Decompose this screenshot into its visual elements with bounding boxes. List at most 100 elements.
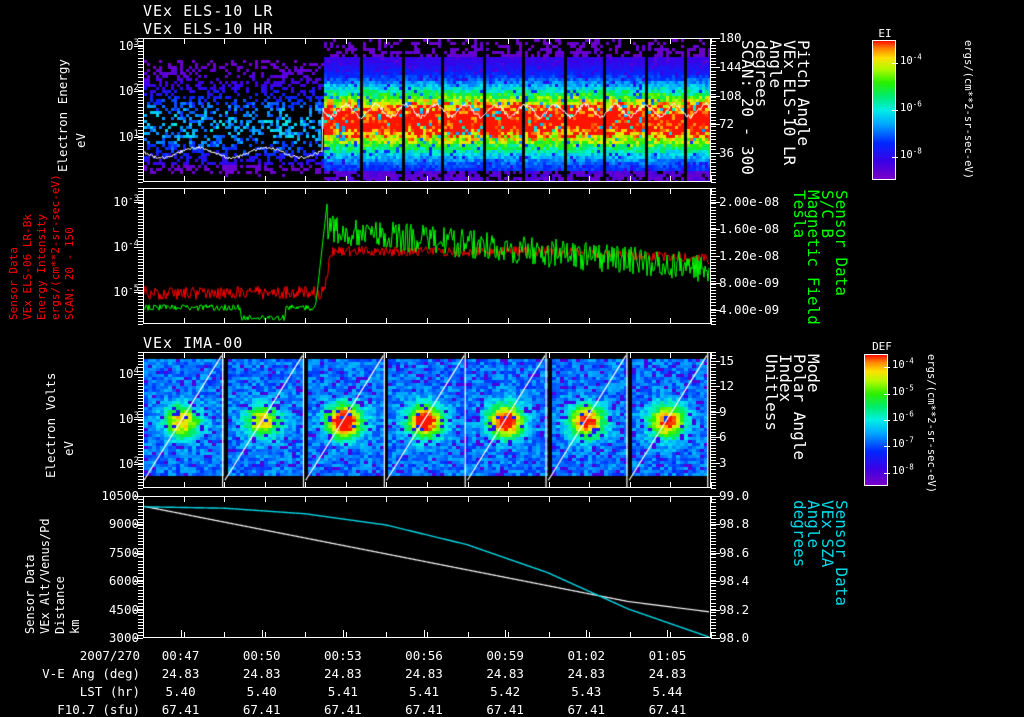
panel3-right-axis-line2: Polar Angle <box>789 354 809 460</box>
tick-major <box>711 581 720 583</box>
tick-minor <box>711 460 716 462</box>
tick-minor <box>711 222 716 223</box>
panel1-x-tick <box>345 176 347 182</box>
table-cell-lst-4: 5.42 <box>490 684 521 699</box>
tick-minor <box>711 182 716 183</box>
tick-minor <box>711 225 716 227</box>
panel4-x-tick <box>345 632 347 638</box>
tick-minor <box>711 293 716 295</box>
tick-minor <box>138 583 143 585</box>
tick-minor <box>711 488 716 489</box>
tick-minor <box>711 249 716 251</box>
p4-rticks-label-5: 98.0 <box>719 630 750 645</box>
tick-minor <box>138 628 143 630</box>
tick-minor <box>138 106 143 108</box>
panel2-x-tick <box>143 318 144 324</box>
panel4-x-tick <box>143 496 144 502</box>
tick-major <box>134 418 143 420</box>
panel2-x-tick <box>670 188 672 194</box>
p1-rticks-label-4: 36 <box>719 145 735 161</box>
panel1-x-tick <box>183 176 185 182</box>
cb3-ticks-label-1: 10-5 <box>892 383 914 398</box>
tick-minor <box>138 389 143 391</box>
tick-minor <box>711 352 716 353</box>
tick-minor <box>138 457 143 459</box>
panel4-x-tick <box>305 496 307 502</box>
tick-minor <box>138 305 143 307</box>
tick-minor <box>138 262 143 264</box>
tick-minor <box>138 57 143 59</box>
tick-minor <box>711 231 716 233</box>
tick-minor <box>711 515 716 517</box>
panel1-x-tick <box>386 176 388 182</box>
tick-minor <box>711 420 716 421</box>
panel2-x-tick <box>467 188 469 194</box>
tick-minor <box>711 142 716 144</box>
panel2-x-tick <box>467 318 469 324</box>
tick-minor <box>138 505 143 507</box>
table-cell-lst-5: 5.43 <box>571 684 602 699</box>
tick-minor <box>138 308 143 310</box>
panel4-x-tick <box>183 496 185 502</box>
tick-minor <box>711 271 716 273</box>
p2-lticks-label-0: 10-3 <box>113 193 139 209</box>
panel4-right-axis-line2: VEx SZA <box>817 500 837 568</box>
tick-minor <box>711 570 716 572</box>
panel1-x-tick <box>589 38 591 44</box>
tick-minor <box>138 188 143 189</box>
tick-minor <box>711 364 716 366</box>
tick-minor <box>138 518 143 520</box>
tick-minor <box>711 203 716 205</box>
tick-minor <box>711 262 716 264</box>
tick-minor <box>138 370 143 372</box>
tick-minor <box>711 243 716 245</box>
panel2-left-axis-line5: SCAN: 20 - 150 <box>63 227 76 320</box>
tick-minor <box>711 90 716 92</box>
panel3-x-tick <box>629 482 631 488</box>
tick-minor <box>138 638 143 639</box>
tick-minor <box>711 376 716 378</box>
tick-minor <box>138 576 143 578</box>
tick-minor <box>711 401 716 403</box>
tick-minor <box>138 70 143 72</box>
tick-minor <box>138 271 143 273</box>
tick-minor <box>138 618 143 620</box>
panel4-left-axis-line3: Distance <box>53 576 67 634</box>
tick-minor <box>711 268 716 270</box>
tick-minor <box>711 299 716 301</box>
panel4-x-tick <box>670 496 672 502</box>
tick-minor <box>138 218 143 220</box>
panel4-x-tick <box>467 632 469 638</box>
table-cell-lst-1: 5.40 <box>246 684 277 699</box>
tick-minor <box>138 182 143 183</box>
tick-minor <box>138 215 143 217</box>
tick-minor <box>711 413 716 415</box>
panel4-x-tick <box>711 496 712 502</box>
tick-minor <box>138 168 143 170</box>
tick-minor <box>711 550 716 552</box>
tick-minor <box>138 484 143 486</box>
tick-minor <box>711 435 716 437</box>
table-row-label-0: 2007/270 <box>79 648 140 663</box>
panel4-x-tick <box>629 496 631 502</box>
p4-lticks-label-5: 3000 <box>108 630 139 645</box>
tick-minor <box>711 44 716 46</box>
tick-major <box>134 524 143 526</box>
tick-major <box>711 609 720 611</box>
panel3-x-tick <box>427 352 428 358</box>
tick-minor <box>711 132 716 134</box>
tick-minor <box>711 57 716 59</box>
tick-minor <box>138 631 143 633</box>
table-row-label-2: LST (hr) <box>79 684 140 699</box>
panel4-x-tick <box>305 632 307 638</box>
panel2-x-tick <box>548 188 550 194</box>
tick-minor <box>711 178 716 180</box>
tick-minor <box>711 237 716 239</box>
tick-minor <box>711 126 716 128</box>
table-cell-f107-0: 67.41 <box>161 702 200 717</box>
panel1-x-tick <box>508 38 510 44</box>
p3-rticks-label-2: 9 <box>719 403 727 419</box>
tick-minor <box>138 541 143 543</box>
tick-minor <box>711 234 716 236</box>
tick-minor <box>711 508 716 510</box>
